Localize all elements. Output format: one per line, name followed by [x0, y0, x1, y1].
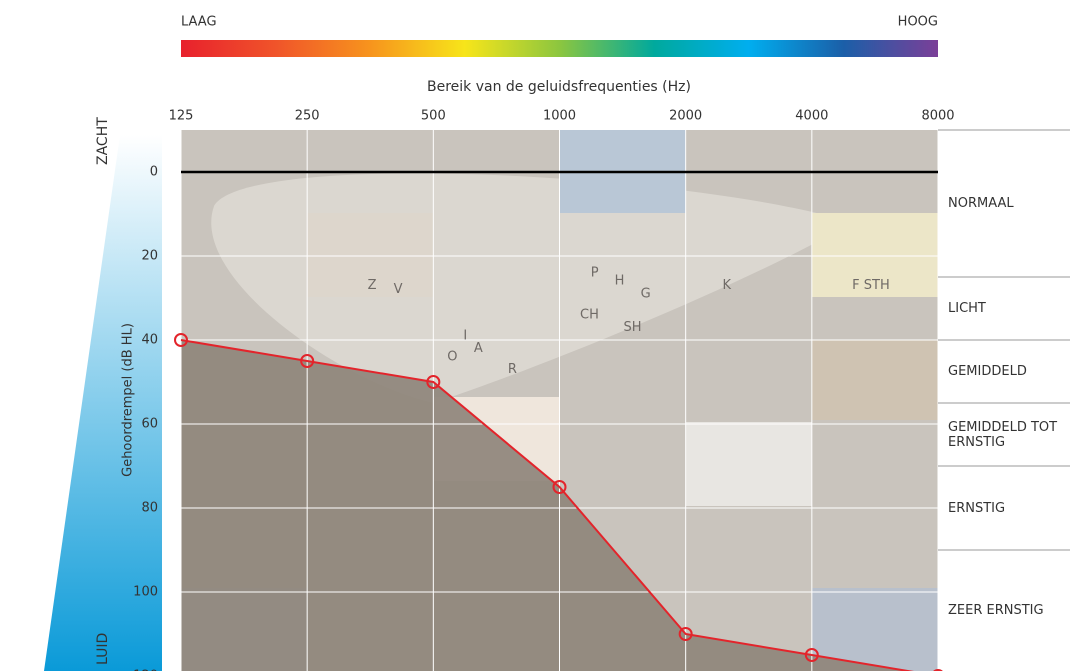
photo — [686, 422, 812, 506]
band-label: NORMAAL — [948, 196, 1083, 211]
spectrum-low: LAAG — [181, 15, 217, 30]
phoneme: O — [447, 349, 457, 364]
x-tick-label: 8000 — [921, 109, 954, 124]
y-tick-label: 20 — [141, 249, 158, 264]
phoneme: R — [508, 362, 517, 377]
phoneme: P — [591, 265, 599, 280]
band-label: GEMIDDELD TOT ERNSTIG — [948, 420, 1083, 450]
chart: LAAG HOOG Bereik van de geluidsfrequenti… — [0, 0, 1087, 671]
phoneme: H — [615, 274, 625, 289]
loud-label: LUID — [95, 633, 111, 665]
y-tick-label: 0 — [150, 165, 158, 180]
phoneme: K — [722, 278, 731, 293]
spectrum-high: HOOG — [898, 15, 938, 30]
y-tick-label: 60 — [141, 417, 158, 432]
band-label: GEMIDDELD — [948, 364, 1083, 379]
spectrum-bar — [181, 40, 938, 57]
x-tick-label: 1000 — [543, 109, 576, 124]
y-tick-label: 100 — [133, 585, 158, 600]
x-tick-label: 250 — [295, 109, 320, 124]
x-tick-label: 4000 — [795, 109, 828, 124]
page: LAAG HOOG Bereik van de geluidsfrequenti… — [0, 0, 1087, 671]
y-tick-label: 40 — [141, 333, 158, 348]
phoneme: SH — [624, 320, 642, 335]
y-tick-label: 80 — [141, 501, 158, 516]
phoneme: I — [463, 328, 467, 343]
x-tick-label: 2000 — [669, 109, 702, 124]
phoneme: CH — [580, 307, 599, 322]
phoneme: A — [474, 341, 483, 356]
band-label: ERNSTIG — [948, 501, 1083, 516]
band-label: ZEER ERNSTIG — [948, 603, 1083, 618]
x-tick-label: 125 — [169, 109, 194, 124]
plot-area — [181, 130, 938, 671]
photo — [812, 340, 938, 420]
x-tick-label: 500 — [421, 109, 446, 124]
y-axis-title: Gehoordrempel (dB HL) — [121, 323, 136, 477]
phoneme: F STH — [852, 278, 890, 293]
phoneme: V — [394, 282, 403, 297]
soft-label: ZACHT — [95, 117, 111, 165]
phoneme: G — [641, 286, 651, 301]
band-label: LICHT — [948, 301, 1083, 316]
phoneme: Z — [368, 278, 377, 293]
x-axis-title: Bereik van de geluidsfrequenties (Hz) — [427, 79, 691, 95]
